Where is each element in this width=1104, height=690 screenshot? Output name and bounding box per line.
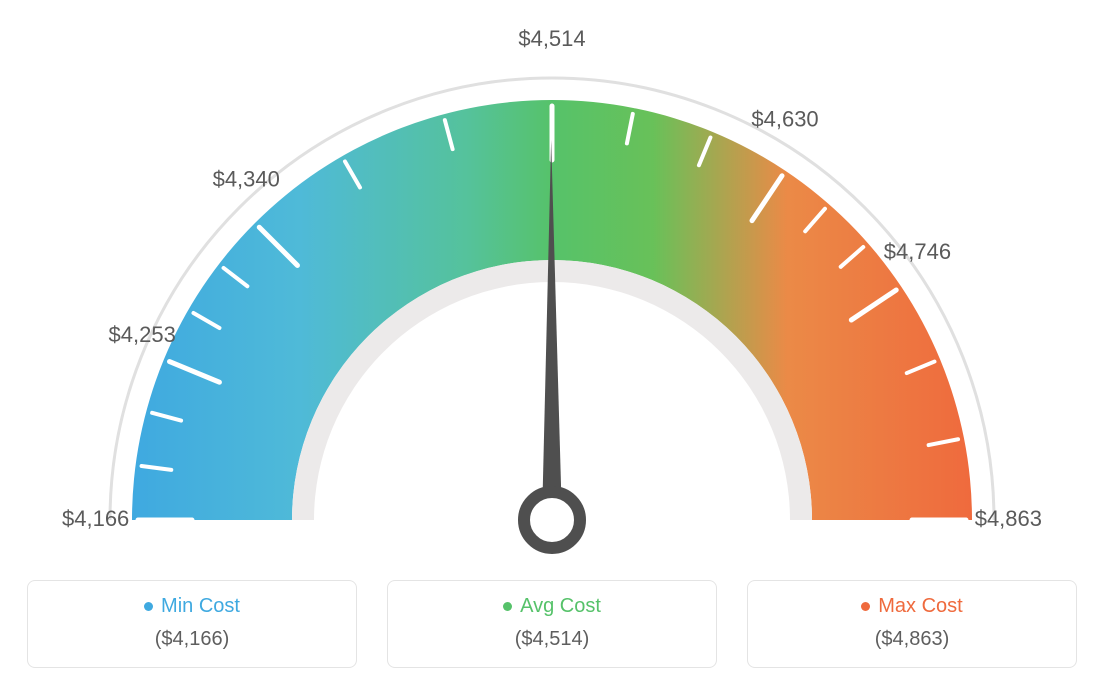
legend-card-min: Min Cost ($4,166) (27, 580, 357, 668)
svg-text:$4,514: $4,514 (518, 26, 585, 51)
gauge-svg: $4,166 $4,253 $4,340 $4,514 $4,630 $4,746 $4,8… (0, 0, 1104, 560)
gauge-chart: $4,166 $4,253 $4,340 $4,514 $4,630 $4,746 $4,8… (0, 0, 1104, 560)
legend-label-avg: Avg Cost (520, 595, 601, 618)
legend-label-line: Min Cost (38, 595, 346, 618)
svg-text:$4,863: $4,863 (975, 506, 1042, 531)
legend-dot-min (144, 602, 153, 611)
legend-card-max: Max Cost ($4,863) (747, 580, 1077, 668)
legend-label-line: Max Cost (758, 595, 1066, 618)
svg-text:$4,166: $4,166 (62, 506, 129, 531)
cost-gauge-widget: $4,166 $4,253 $4,340 $4,514 $4,630 $4,746 $4,8… (0, 0, 1104, 690)
legend-dot-avg (503, 602, 512, 611)
svg-text:$4,746: $4,746 (884, 239, 951, 264)
legend-card-avg: Avg Cost ($4,514) (387, 580, 717, 668)
legend-value-avg: ($4,514) (398, 628, 706, 651)
legend-label-min: Min Cost (161, 595, 240, 618)
legend-label-max: Max Cost (878, 595, 962, 618)
legend-label-line: Avg Cost (398, 595, 706, 618)
legend-row: Min Cost ($4,166) Avg Cost ($4,514) Max … (0, 580, 1104, 668)
legend-dot-max (861, 602, 870, 611)
legend-value-min: ($4,166) (38, 628, 346, 651)
svg-text:$4,630: $4,630 (751, 107, 818, 132)
svg-text:$4,253: $4,253 (109, 322, 176, 347)
legend-value-max: ($4,863) (758, 628, 1066, 651)
svg-text:$4,340: $4,340 (213, 166, 280, 191)
